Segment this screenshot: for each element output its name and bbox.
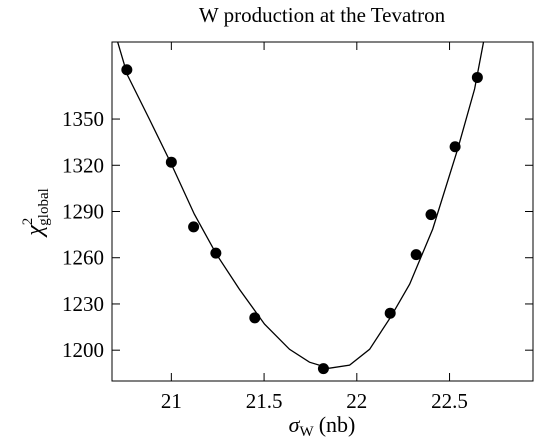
y-tick-label: 1230 [62, 292, 104, 316]
y-tick-label: 1350 [62, 107, 104, 131]
y-tick-label: 1200 [62, 338, 104, 362]
data-point [121, 64, 133, 76]
chart-title: W production at the Tevatron [199, 3, 446, 27]
y-tick-label: 1260 [62, 246, 104, 270]
x-tick-label: 21 [161, 389, 182, 413]
x-label-symbol: σ [289, 412, 301, 437]
y-label-sub: global [36, 188, 52, 226]
data-point [188, 221, 200, 233]
x-axis-label: σW (nb) [289, 412, 356, 438]
fit-curve [116, 42, 485, 369]
data-point [165, 156, 177, 168]
data-point [425, 209, 437, 221]
y-label-sup: 2 [20, 218, 36, 226]
x-tick-label: 22.5 [431, 389, 468, 413]
y-tick-label: 1290 [62, 200, 104, 224]
y-tick-label: 1320 [62, 153, 104, 177]
data-point [384, 307, 396, 319]
y-label-symbol: χ [22, 224, 48, 238]
y-axis-label: χ2global [20, 188, 52, 238]
x-tick-label: 21.5 [246, 389, 283, 413]
x-label-unit: (nb) [319, 412, 356, 437]
x-label-sub: W [300, 424, 315, 438]
plot-area [116, 42, 485, 375]
data-point [249, 312, 261, 324]
x-tick-label: 22 [346, 389, 367, 413]
data-point [410, 249, 422, 261]
plot-frame [111, 41, 534, 382]
